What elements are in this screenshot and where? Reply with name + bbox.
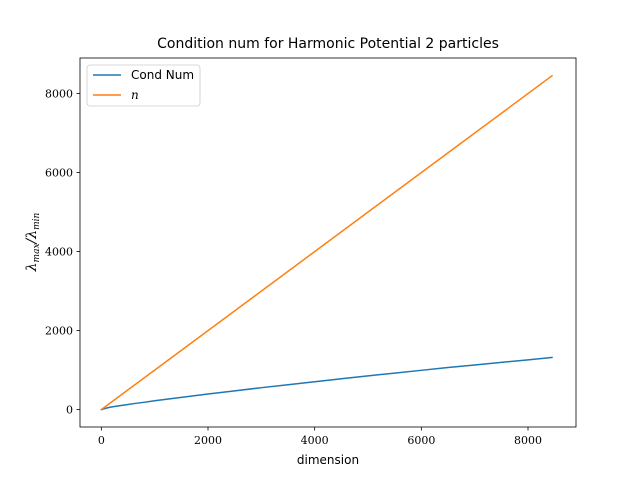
x-tick-label: 0	[98, 434, 105, 447]
x-tick-label: 4000	[301, 434, 329, 447]
y-tick-label: 2000	[45, 325, 73, 338]
y-axis-label: λmax/λmin	[24, 212, 42, 272]
y-axis-ticks: 0 2000 4000 6000 8000	[45, 88, 80, 417]
y-label-sub-min: min	[32, 212, 42, 229]
series-line-cond-num	[100, 356, 553, 411]
y-label-slash: /	[24, 237, 40, 245]
x-axis-ticks: 0 2000 4000 6000 8000	[98, 427, 542, 447]
legend: Cond Num n	[86, 64, 201, 107]
y-tick-label: 4000	[45, 246, 73, 259]
axes-frame	[79, 57, 577, 428]
legend-label-n: n	[131, 88, 139, 102]
y-tick-label: 0	[66, 404, 73, 417]
x-axis-label: dimension	[297, 453, 359, 467]
x-tick-label: 2000	[194, 434, 222, 447]
plot-area	[79, 57, 577, 428]
y-label-lambda-min: λ	[24, 230, 40, 240]
y-tick-label: 8000	[45, 88, 73, 101]
x-tick-label: 8000	[514, 434, 542, 447]
y-label-sub-max: max	[32, 243, 42, 262]
legend-label-cond-num: Cond Num	[131, 68, 194, 82]
y-label-lambda-max: λ	[24, 262, 40, 272]
x-tick-label: 6000	[407, 434, 435, 447]
series-layer	[100, 74, 554, 411]
y-tick-label: 6000	[45, 167, 73, 180]
series-line-n	[100, 74, 554, 411]
chart-title: Condition num for Harmonic Potential 2 p…	[157, 36, 499, 52]
